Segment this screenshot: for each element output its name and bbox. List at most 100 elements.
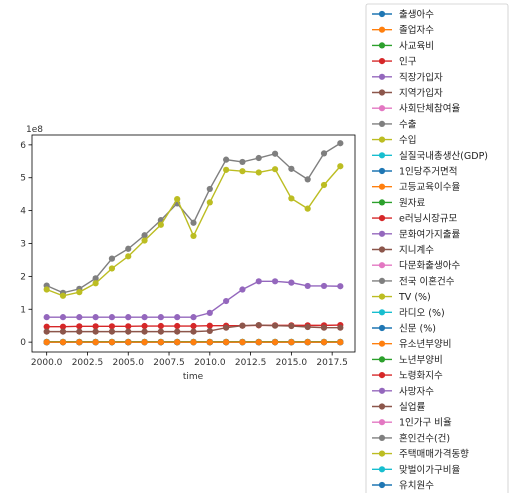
- y-tick-label: 1: [20, 305, 26, 315]
- data-point: [320, 324, 328, 331]
- data-point: [174, 322, 181, 330]
- data-point: [92, 339, 99, 346]
- data-point: [320, 282, 328, 290]
- data-point: [239, 286, 246, 293]
- data-point: [288, 339, 295, 346]
- data-point: [288, 322, 295, 330]
- data-point: [288, 195, 295, 202]
- legend-marker: [378, 450, 386, 457]
- legend-marker: [378, 152, 386, 159]
- legend-marker: [378, 183, 386, 190]
- legend-entry-label: 원자료: [399, 198, 425, 209]
- legend-marker: [378, 356, 386, 363]
- data-point: [108, 323, 116, 330]
- x-tick-label: 2000.0: [31, 358, 63, 368]
- data-point: [239, 168, 246, 175]
- data-point: [223, 156, 230, 163]
- legend-marker: [378, 387, 386, 394]
- legend-entry-label: 유소년부양비: [399, 339, 451, 350]
- legend-marker: [378, 26, 386, 33]
- data-point: [271, 339, 279, 346]
- data-point: [304, 176, 311, 183]
- data-point: [92, 314, 99, 321]
- data-point: [157, 221, 164, 228]
- data-point: [157, 314, 164, 321]
- data-point: [141, 237, 148, 244]
- data-point: [76, 323, 83, 330]
- data-point: [206, 327, 213, 335]
- data-point: [288, 165, 295, 172]
- legend-marker: [378, 10, 386, 18]
- legend-entry-label: 1인가구 비율: [399, 418, 452, 429]
- data-point: [43, 286, 50, 293]
- series-line: [46, 165, 341, 297]
- data-point: [76, 339, 83, 346]
- x-tick-label: 2005.0: [112, 358, 144, 368]
- legend-marker: [378, 262, 386, 269]
- data-point: [125, 323, 132, 330]
- data-point: [43, 339, 50, 346]
- data-point: [141, 328, 148, 335]
- legend-marker: [378, 120, 386, 127]
- plot-area: 2000.0 2002.5 2005.0 2007.5 2010.0 2012.5 2015…: [20, 134, 356, 368]
- data-point: [92, 328, 99, 335]
- data-point: [337, 324, 344, 331]
- data-point: [239, 158, 246, 166]
- data-point: [59, 328, 67, 335]
- data-point: [223, 166, 230, 173]
- data-point: [141, 322, 148, 330]
- data-point: [223, 339, 230, 346]
- legend-entry-label: e러닝시장규모: [399, 214, 458, 225]
- legend-entry-label: 혼인건수(건): [399, 432, 450, 444]
- data-point: [320, 181, 328, 189]
- data-point: [59, 314, 67, 321]
- legend-entry-label: 전국 이혼건수: [399, 275, 455, 287]
- legend-entry-label: 노년부양비: [399, 355, 443, 366]
- legend-entry-label: 직장가입자: [399, 71, 443, 83]
- legend-marker: [378, 372, 386, 379]
- legend-marker: [378, 434, 386, 441]
- data-point: [59, 323, 67, 330]
- legend-entry-label: 실질국내총생산(GDP): [399, 150, 488, 162]
- data-point: [190, 219, 197, 226]
- data-point: [190, 328, 197, 335]
- x-tick-label: 2010.0: [194, 358, 226, 368]
- legend-entry-label: TV (%): [398, 292, 431, 303]
- data-point: [239, 339, 246, 346]
- data-point: [157, 328, 164, 335]
- data-point: [59, 339, 67, 346]
- legend-frame: [365, 3, 509, 493]
- data-point: [206, 199, 213, 206]
- data-point: [320, 150, 328, 157]
- data-point: [108, 314, 116, 321]
- data-point: [206, 185, 213, 193]
- data-point: [304, 339, 311, 346]
- legend-marker: [378, 58, 386, 65]
- legend-entry-label: 유치원수: [399, 480, 434, 492]
- data-point: [108, 255, 116, 262]
- x-tick-label: 2007.5: [153, 358, 185, 368]
- data-point: [223, 297, 230, 305]
- data-point: [206, 339, 213, 346]
- legend-marker: [378, 89, 386, 96]
- data-point: [304, 205, 311, 212]
- data-point: [43, 323, 50, 330]
- data-point: [190, 232, 197, 240]
- legend-entry-label: 수입: [399, 134, 416, 146]
- legend-entry-label: 사교육비: [399, 41, 434, 52]
- y-tick-label: 4: [20, 207, 26, 217]
- y-tick-label: 0: [20, 338, 26, 348]
- legend-marker: [378, 466, 386, 473]
- data-point: [76, 289, 83, 296]
- data-point: [255, 339, 262, 346]
- data-point: [223, 324, 230, 331]
- x-tick-label: 2012.5: [235, 358, 267, 368]
- data-point: [125, 245, 132, 252]
- legend-entry-label: 주택매매가격동향: [399, 448, 469, 460]
- data-point: [76, 314, 83, 321]
- data-point: [43, 314, 50, 321]
- legend-marker: [378, 277, 386, 284]
- data-point: [141, 232, 148, 239]
- legend-entry-label: 지니계수: [399, 244, 434, 256]
- y-tick-label: 6: [20, 141, 26, 151]
